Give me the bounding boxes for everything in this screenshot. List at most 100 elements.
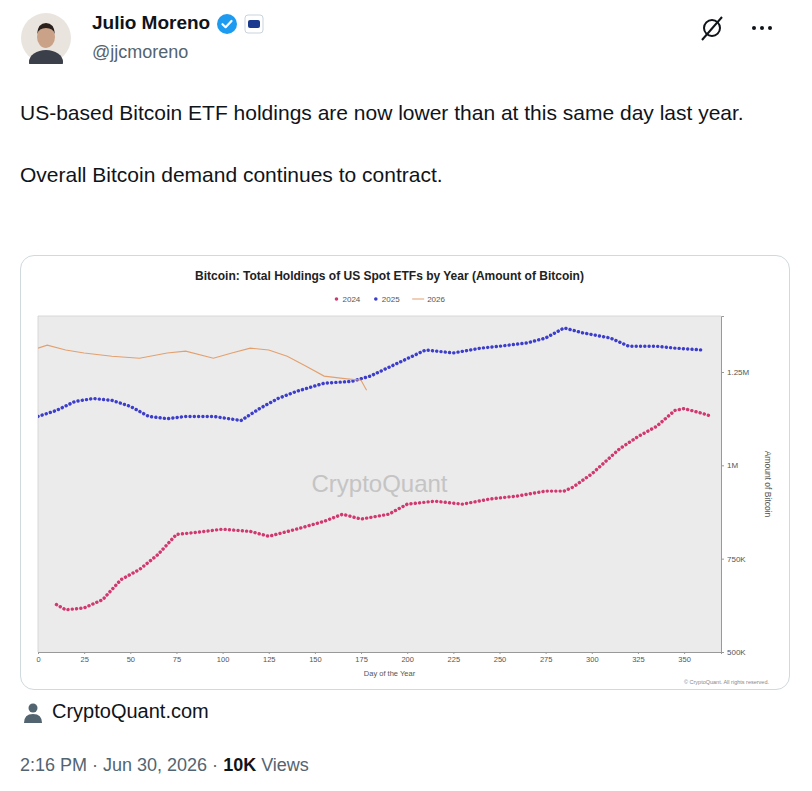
source-icon-body	[24, 714, 42, 723]
x-tick-label: 175	[355, 655, 368, 664]
timestamp: 2:16 PM · Jun 30, 2026 ·	[20, 755, 218, 775]
avatar	[20, 12, 72, 64]
x-tick-label: 300	[586, 655, 599, 664]
source-link: CryptoQuant.com	[52, 700, 209, 723]
plot-background	[38, 316, 721, 652]
x-tick-label: 275	[540, 655, 553, 664]
legend-item: 2025	[374, 295, 400, 304]
y-tick-label: 1.25M	[727, 368, 750, 377]
badge-check	[223, 21, 232, 27]
x-tick-mark	[361, 652, 362, 654]
tweet-paragraph: Overall Bitcoin demand continues to cont…	[20, 160, 785, 189]
x-tick-mark	[638, 652, 639, 654]
y-axis-line	[722, 317, 725, 653]
y-tick: 500K	[721, 648, 746, 657]
copyright: © CryptoQuant. All rights reserved.	[684, 679, 770, 685]
x-tick-mark	[592, 652, 593, 654]
x-tick: 50	[127, 652, 135, 664]
grok-icon-slash	[702, 17, 722, 40]
series-group	[38, 328, 712, 610]
legend-label: 2025	[382, 295, 400, 304]
x-tick: 150	[309, 652, 322, 664]
x-tick: 350	[678, 652, 691, 664]
x-tick-label: 50	[127, 655, 135, 664]
x-axis: 0 25 50 75 100 125 150 175 200 225 250 275 300 325 350	[36, 652, 721, 664]
x-tick-mark	[315, 652, 316, 654]
x-tick-label: 0	[36, 655, 40, 664]
source-icon	[22, 702, 44, 724]
series-line	[38, 328, 703, 421]
y-tick: 1M	[721, 461, 738, 470]
x-tick-label: 100	[217, 655, 230, 664]
author-name: Julio Moreno	[92, 12, 210, 34]
watermark: CryptoQuant	[311, 470, 447, 497]
x-tick-mark	[269, 652, 270, 654]
legend-item: 2024	[335, 295, 361, 304]
x-tick: 100	[217, 652, 230, 664]
plot-frame-left	[38, 316, 39, 652]
x-tick: 25	[80, 652, 88, 664]
x-tick-mark	[546, 652, 547, 654]
avatar-hair	[37, 23, 55, 34]
x-tick-mark	[453, 652, 454, 654]
x-tick-label: 250	[494, 655, 507, 664]
chart-card: Bitcoin: Total Holdings of US Spot ETFs …	[20, 255, 790, 690]
chart-title: Bitcoin: Total Holdings of US Spot ETFs …	[195, 269, 584, 283]
x-tick-label: 325	[632, 655, 645, 664]
x-tick: 200	[401, 652, 414, 664]
y-tick: 750K	[721, 555, 746, 564]
x-tick-mark	[176, 652, 177, 654]
y-tick: 1.25M	[721, 368, 750, 377]
x-tick: 325	[632, 652, 645, 664]
x-tick-mark	[38, 652, 39, 654]
chart: Bitcoin: Total Holdings of US Spot ETFs …	[21, 256, 789, 689]
x-tick-mark	[684, 652, 685, 654]
header-icons	[696, 14, 796, 44]
x-axis-title: Day of the Year	[364, 669, 416, 678]
x-tick-label: 150	[309, 655, 322, 664]
y-tick-mark	[721, 652, 724, 653]
verified-badge	[216, 13, 238, 35]
series-line	[56, 409, 711, 610]
badge-bg	[217, 14, 237, 34]
y-tick-label: 750K	[727, 555, 746, 564]
x-axis-line	[39, 653, 722, 655]
author-handle: @jjcmoreno	[92, 42, 188, 63]
affiliate-logo	[248, 20, 260, 28]
x-tick-label: 75	[173, 655, 181, 664]
plot-frame-top	[38, 316, 721, 317]
more-dot	[760, 26, 764, 30]
source-icon-head	[29, 704, 38, 713]
legend-symbol	[412, 298, 424, 299]
legend-symbol	[374, 297, 378, 301]
x-tick: 0	[36, 652, 40, 664]
x-tick: 75	[173, 652, 181, 664]
x-tick-label: 25	[80, 655, 88, 664]
x-tick: 300	[586, 652, 599, 664]
x-tick-label: 125	[263, 655, 276, 664]
tweet-paragraph: US-based Bitcoin ETF holdings are now lo…	[20, 98, 785, 127]
y-axis-title: Amount of Bitcoin	[763, 451, 773, 518]
x-tick-label: 225	[448, 655, 461, 664]
x-tick-mark	[499, 652, 500, 654]
x-tick-mark	[407, 652, 408, 654]
y-tick-mark	[721, 372, 724, 373]
x-tick-label: 350	[678, 655, 691, 664]
y-tick-mark	[721, 559, 724, 560]
y-tick-label: 1M	[727, 461, 738, 470]
y-tick-mark	[721, 465, 724, 466]
more-dot	[752, 26, 756, 30]
views-count: 10K	[223, 755, 256, 775]
x-tick: 250	[494, 652, 507, 664]
y-axis: 500K 750K 1M 1.25M	[721, 317, 750, 658]
avatar-shoulders	[29, 50, 63, 64]
x-tick: 125	[263, 652, 276, 664]
x-tick-mark	[84, 652, 85, 654]
x-tick: 275	[540, 652, 553, 664]
legend-item: 2026	[412, 295, 445, 304]
x-tick-mark	[223, 652, 224, 654]
timestamp-row: 2:16 PM · Jun 30, 2026 ·10KViews	[20, 755, 309, 776]
legend-label: 2026	[427, 295, 445, 304]
legend-symbol	[335, 297, 339, 301]
views-label: Views	[261, 755, 309, 775]
